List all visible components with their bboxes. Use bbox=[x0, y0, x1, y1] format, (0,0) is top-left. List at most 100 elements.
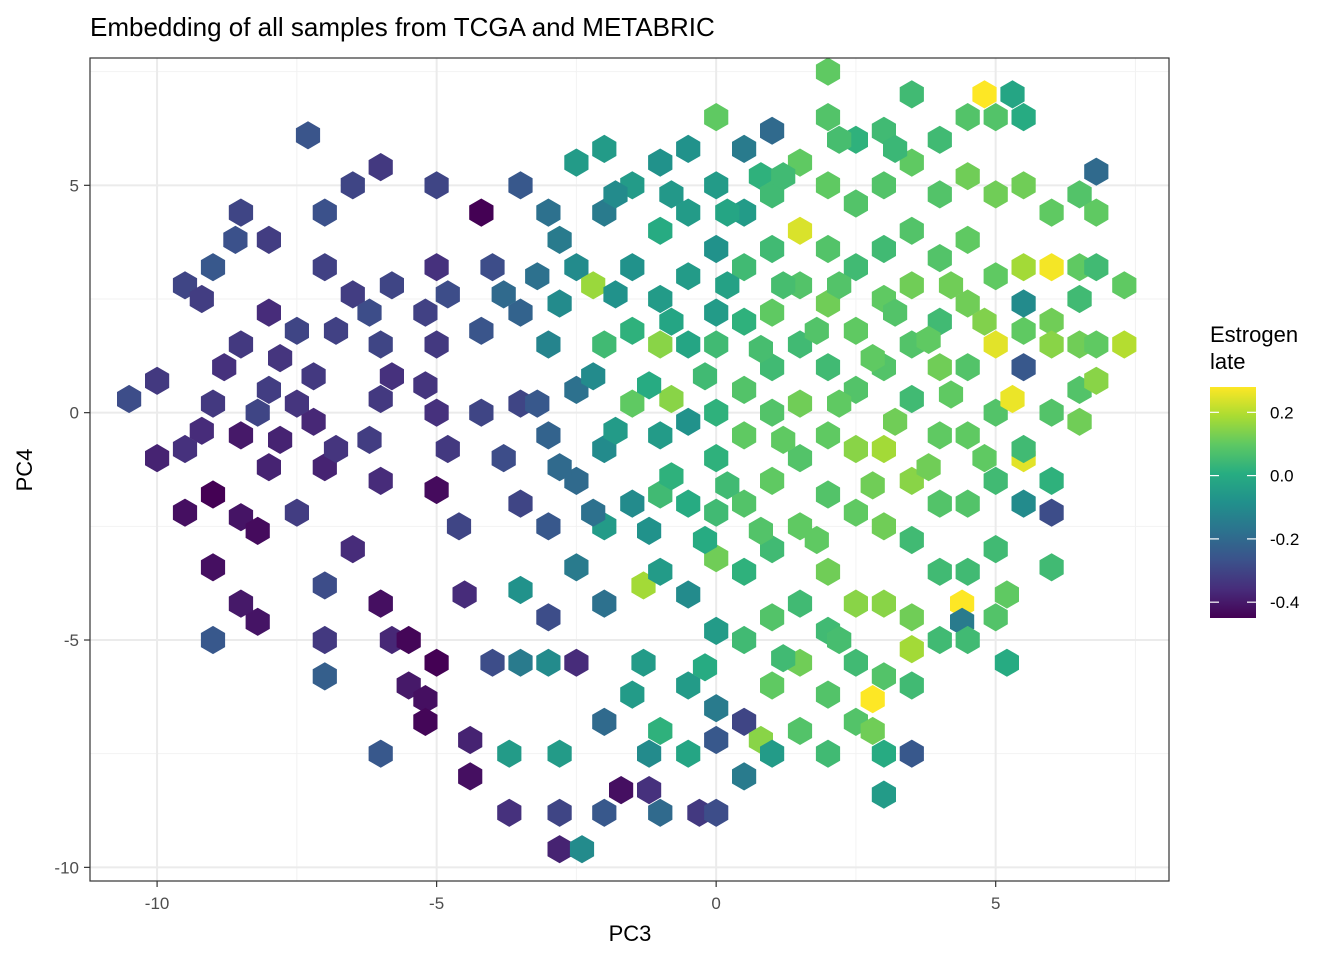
hexbin-cell bbox=[637, 776, 662, 805]
x-tick-label: 0 bbox=[711, 894, 720, 913]
hexbin-cell bbox=[899, 271, 924, 300]
hexbin-cell bbox=[955, 103, 980, 132]
hexbin-cell bbox=[760, 116, 785, 145]
hexbin-cell bbox=[581, 362, 606, 391]
hexbin-cell bbox=[1039, 466, 1064, 495]
y-axis: -10 -5 0 5 bbox=[54, 176, 90, 877]
hexbin-cell bbox=[536, 330, 561, 359]
hexbin-cell bbox=[547, 798, 572, 827]
hexbin-cell bbox=[256, 453, 281, 482]
hexbin-cell bbox=[815, 171, 841, 200]
hexbin-cell bbox=[983, 262, 1008, 291]
hexbin-cell bbox=[815, 680, 841, 709]
hexbin-cell bbox=[899, 216, 924, 245]
hexbin-cell bbox=[787, 389, 813, 418]
hexbin-cell bbox=[704, 544, 729, 573]
plot-border bbox=[89, 57, 1170, 882]
hexbin-cell bbox=[284, 316, 309, 345]
hexbin-cell bbox=[200, 553, 226, 582]
hexbin-cell bbox=[827, 389, 852, 418]
hexbin-cell bbox=[748, 162, 773, 191]
hexbin-cell bbox=[228, 589, 254, 618]
hexbin-cell bbox=[312, 198, 337, 227]
hexbin-cell bbox=[704, 798, 729, 827]
hexbin-cell bbox=[536, 198, 561, 227]
hexbin-cell bbox=[955, 625, 980, 655]
hexbin-cell bbox=[955, 162, 980, 191]
hexbin-cell bbox=[648, 284, 673, 314]
hexbin-cell bbox=[508, 489, 533, 518]
hexbin-cell bbox=[592, 707, 617, 736]
hexbin-cell bbox=[704, 103, 729, 132]
hexbin-cell bbox=[883, 298, 908, 327]
hexbin-cell bbox=[732, 762, 757, 791]
hexbin-cell bbox=[648, 421, 673, 450]
hexbin-cell bbox=[843, 498, 868, 527]
hexbin-cell bbox=[815, 739, 841, 768]
hexbin-cell bbox=[787, 216, 813, 245]
x-axis-label: PC3 bbox=[609, 921, 652, 946]
hexbin-cell bbox=[732, 421, 757, 450]
hexbin-cell bbox=[368, 330, 393, 359]
legend: Estrogen late 0.2 0.0 -0.2 -0.4 bbox=[1210, 322, 1299, 618]
hexbin-cell bbox=[760, 466, 785, 495]
hexbin-cell bbox=[312, 571, 337, 600]
hexbin-cell bbox=[536, 603, 561, 632]
hexbin-cell bbox=[452, 580, 477, 609]
hexbin-cell bbox=[692, 525, 718, 555]
hexbin-cell bbox=[1011, 289, 1036, 318]
hexbin-cell bbox=[547, 453, 572, 482]
hexbin-cell bbox=[827, 625, 852, 655]
hexbin-cell bbox=[676, 489, 701, 518]
hexbin-cell bbox=[620, 316, 645, 345]
hexbin-cell bbox=[955, 225, 980, 254]
hexbin-cell bbox=[424, 253, 449, 282]
hexbin-cell bbox=[748, 516, 773, 545]
hexbin-cell bbox=[704, 171, 729, 200]
hexbin-cell bbox=[117, 384, 142, 414]
hexbin-cell bbox=[883, 134, 908, 163]
hexbin-cell bbox=[145, 366, 170, 395]
hexbin-cell bbox=[603, 180, 628, 209]
hexbin-cell bbox=[424, 648, 449, 677]
y-tick-label: 0 bbox=[70, 404, 79, 423]
hexbin-cells bbox=[117, 57, 1137, 864]
hexbin-cell bbox=[301, 362, 326, 391]
hexbin-cell bbox=[871, 739, 896, 768]
hexbin-cell bbox=[916, 453, 941, 482]
hexbin-cell bbox=[547, 739, 572, 768]
hexbin-cell bbox=[268, 344, 293, 373]
hexbin-cell bbox=[715, 198, 740, 227]
hexbin-cell bbox=[536, 648, 561, 677]
hexbin-cell bbox=[860, 344, 885, 373]
hexbin-cell bbox=[787, 716, 813, 745]
hexbin-cell bbox=[916, 325, 941, 354]
hexbin-cell bbox=[592, 434, 617, 464]
hexbin-cell bbox=[396, 625, 421, 655]
hexbin-cell bbox=[631, 648, 656, 677]
hexbin-cell bbox=[581, 498, 606, 527]
hexbin-cell bbox=[760, 234, 785, 264]
legend-tick-label: -0.4 bbox=[1270, 593, 1299, 612]
hexbin-cell bbox=[1000, 80, 1025, 109]
hexbin-cell bbox=[715, 271, 740, 300]
hexbin-cell bbox=[787, 589, 813, 618]
hexbin-cell bbox=[340, 171, 365, 200]
hexbin-cell bbox=[927, 125, 952, 154]
hexbin-cell bbox=[424, 330, 449, 359]
hexbin-cell bbox=[228, 421, 254, 450]
hexbin-cell bbox=[732, 375, 757, 404]
hexbin-cell bbox=[368, 466, 393, 495]
hexbin-cell bbox=[771, 271, 796, 300]
hexbin-cell bbox=[899, 603, 924, 632]
x-tick-label: -5 bbox=[429, 894, 444, 913]
hexbin-cell bbox=[245, 607, 270, 636]
hexbin-cell bbox=[603, 280, 628, 309]
hexbin-cell bbox=[301, 407, 326, 436]
hexbin-cell bbox=[676, 580, 701, 609]
legend-title-line-2: late bbox=[1210, 349, 1245, 374]
hexbin-cell bbox=[1067, 407, 1092, 436]
hexbin-cell bbox=[843, 189, 868, 218]
hexbin-cell bbox=[972, 444, 997, 473]
